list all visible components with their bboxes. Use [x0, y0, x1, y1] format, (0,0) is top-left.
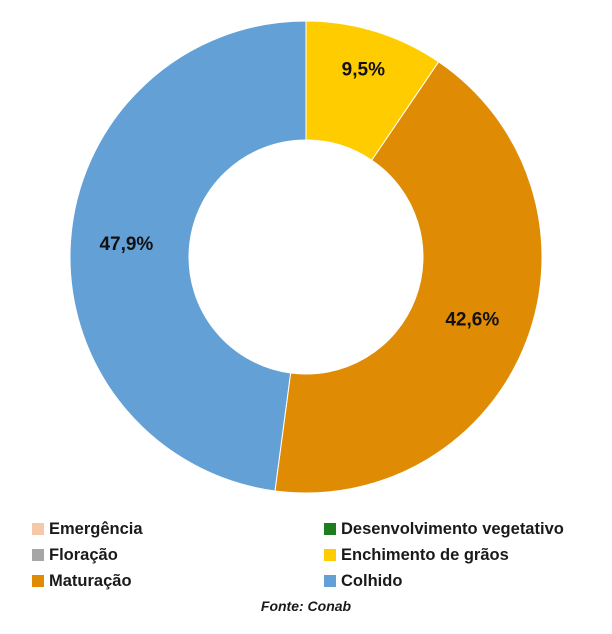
legend-item-desenvolvimento-vegetativo: Desenvolvimento vegetativo: [324, 518, 564, 540]
chart-source: Fonte: Conab: [260, 598, 352, 614]
legend-swatch-emergencia: [32, 523, 44, 535]
legend-label-desenvolvimento-vegetativo: Desenvolvimento vegetativo: [341, 519, 564, 538]
legend-swatch-enchimento-de-graos: [324, 549, 336, 561]
legend-label-emergencia: Emergência: [49, 519, 143, 538]
slice-label-colhido: 47,9%: [99, 234, 153, 255]
legend: Emergência Desenvolvimento vegetativo Fl…: [0, 518, 612, 598]
legend-label-enchimento-de-graos: Enchimento de grãos: [341, 545, 509, 564]
slice-maturacao: [274, 61, 543, 494]
slice-label-enchimento-de-graos: 9,5%: [342, 60, 385, 81]
legend-swatch-floracao: [32, 549, 44, 561]
legend-swatch-colhido: [324, 575, 336, 587]
legend-item-enchimento-de-graos: Enchimento de grãos: [324, 544, 509, 566]
legend-swatch-maturacao: [32, 575, 44, 587]
legend-swatch-desenvolvimento-vegetativo: [324, 523, 336, 535]
legend-label-colhido: Colhido: [341, 571, 403, 590]
donut-chart: 9,5% 42,6% 47,9%: [69, 20, 543, 494]
legend-item-floracao: Floração: [32, 544, 118, 566]
slice-colhido: [69, 20, 307, 492]
legend-item-maturacao: Maturação: [32, 570, 132, 592]
slice-labels: 9,5% 42,6% 47,9%: [99, 60, 499, 331]
legend-label-maturacao: Maturação: [49, 571, 132, 590]
donut-slices: [69, 20, 543, 494]
legend-label-floracao: Floração: [49, 545, 118, 564]
slice-label-maturacao: 42,6%: [445, 309, 499, 330]
legend-item-emergencia: Emergência: [32, 518, 143, 540]
legend-item-colhido: Colhido: [324, 570, 402, 592]
